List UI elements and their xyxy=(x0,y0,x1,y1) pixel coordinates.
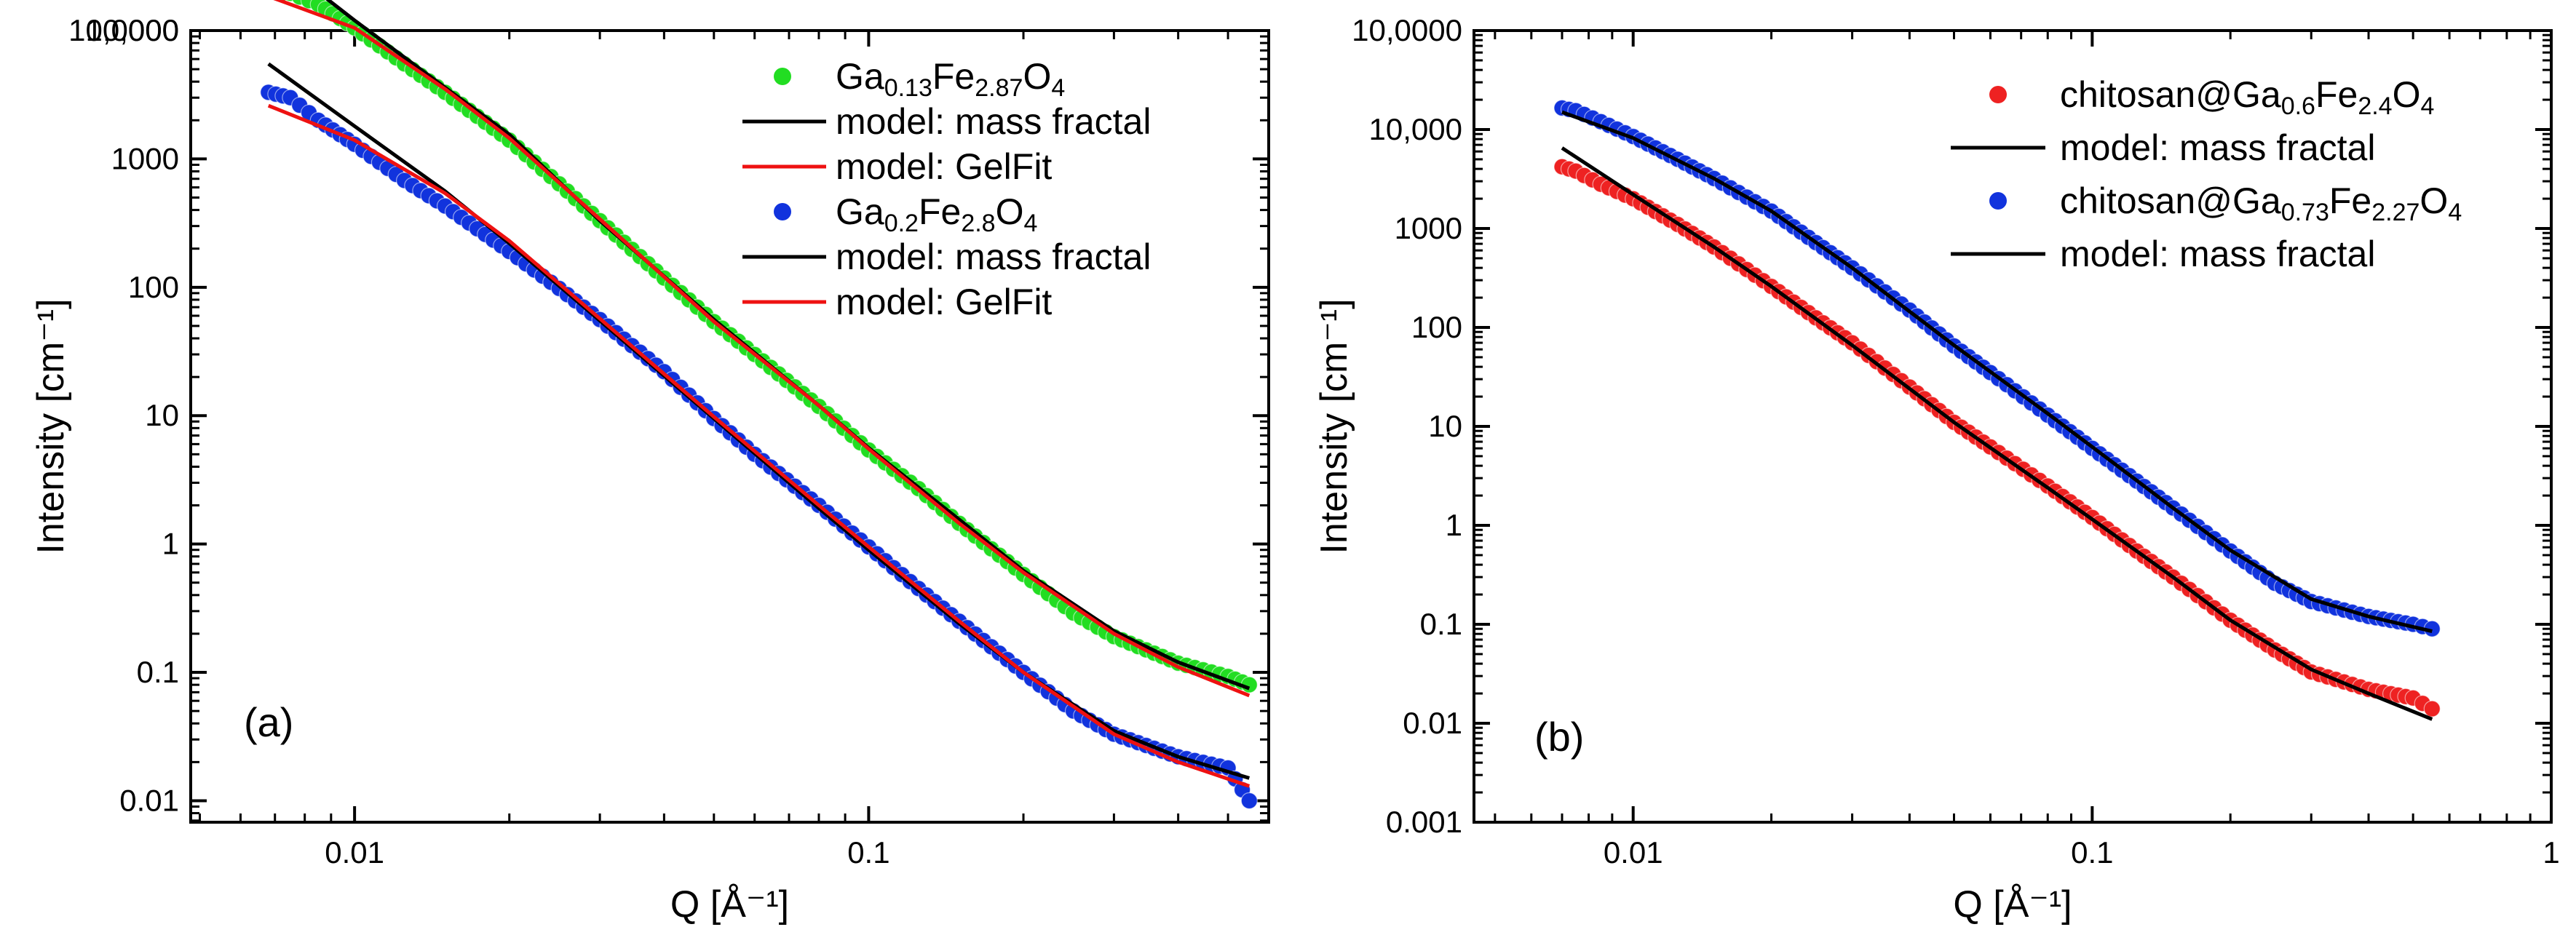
x-axis-title: Q [Å⁻¹] xyxy=(670,883,789,926)
y-axis-title: Intensity [cm⁻¹] xyxy=(1313,298,1355,554)
y-tick-label: 100 xyxy=(128,270,179,304)
legend-subscript: 4 xyxy=(2448,199,2462,226)
x-tick-label: 0.1 xyxy=(2071,835,2113,870)
series-1 xyxy=(1561,146,2433,721)
legend-text-part: O xyxy=(1023,56,1051,97)
legend-label: model: mass fractal xyxy=(2060,127,2375,168)
y-tick-label: 10 xyxy=(145,398,179,432)
series-2 xyxy=(273,0,1251,698)
legend-label: chitosan@Ga0.6Fe2.4O4 xyxy=(2060,74,2434,120)
legend-text-part: O xyxy=(996,191,1024,232)
legend-subscript: 2.27 xyxy=(2371,199,2420,226)
model-line xyxy=(267,103,1251,788)
panel-label: (a) xyxy=(244,699,293,745)
legend-entry: model: GelFit xyxy=(742,282,1052,322)
legend-entry: chitosan@Ga0.6Fe2.4O4 xyxy=(1989,74,2434,120)
series-2 xyxy=(1553,99,2441,637)
x-tick-label: 0.01 xyxy=(1604,835,1663,870)
legend-subscript: 0.13 xyxy=(884,74,932,102)
x-tick-label: 0.1 xyxy=(847,835,889,870)
y-tick-label: 0.01 xyxy=(1403,706,1462,740)
series-5 xyxy=(267,103,1251,788)
legend-subscript: 2.87 xyxy=(975,74,1023,102)
y-tick-label: 1000 xyxy=(111,141,179,175)
legend-marker-swatch xyxy=(1989,86,2007,103)
legend-label: model: GelFit xyxy=(836,146,1052,187)
legend-subscript: 0.73 xyxy=(2281,199,2329,226)
legend-entry: model: mass fractal xyxy=(1951,234,2375,274)
legend-text-part: O xyxy=(2393,74,2421,115)
legend-label: chitosan@Ga0.73Fe2.27O4 xyxy=(2060,180,2462,226)
legend-subscript: 2.4 xyxy=(2358,92,2392,120)
model-line xyxy=(1561,146,2433,721)
legend-label: Ga0.2Fe2.8O4 xyxy=(836,191,1037,237)
legend-label: Ga0.13Fe2.87O4 xyxy=(836,56,1065,102)
legend-entry: model: mass fractal xyxy=(742,101,1151,142)
legend-text-part: Fe xyxy=(919,191,961,232)
y-tick-label: 0.01 xyxy=(119,783,179,817)
legend-entry: Ga0.13Fe2.87O4 xyxy=(774,56,1065,102)
legend-marker-swatch xyxy=(774,203,791,220)
legend-entry: model: mass fractal xyxy=(1951,127,2375,168)
legend-entry: model: mass fractal xyxy=(742,236,1151,277)
legend-text-part: chitosan@Ga xyxy=(2060,74,2281,115)
legend-text-part: O xyxy=(2420,180,2448,221)
y-tick-label: 10,000 xyxy=(1369,112,1462,146)
y-tick-label: 0.1 xyxy=(1420,607,1462,641)
legend-subscript: 4 xyxy=(2420,92,2434,120)
plot-frame xyxy=(189,29,1270,824)
y-tick-label: 10,0000 xyxy=(68,13,179,47)
legend-subscript: 4 xyxy=(1051,74,1065,102)
legend-text-part: Ga xyxy=(836,191,884,232)
legend-label: model: mass fractal xyxy=(836,101,1151,142)
series-3 xyxy=(260,84,1258,810)
data-point xyxy=(2423,700,2441,717)
legend-subscript: 2.8 xyxy=(961,210,995,237)
y-tick-label: 0.001 xyxy=(1386,805,1462,839)
y-tick-label: 10,0000 xyxy=(1352,13,1462,47)
model-line xyxy=(273,0,1251,698)
series-4 xyxy=(267,62,1251,780)
y-tick-label: 0.1 xyxy=(137,655,179,689)
legend-text-part: Fe xyxy=(2315,74,2358,115)
y-tick-label: 1 xyxy=(162,527,179,561)
legend-label: model: GelFit xyxy=(836,282,1052,322)
y-tick-label: 100 xyxy=(1411,310,1462,344)
x-tick-label: 0.01 xyxy=(325,835,384,870)
legend-entry: chitosan@Ga0.73Fe2.27O4 xyxy=(1989,180,2462,226)
legend-subscript: 0.2 xyxy=(884,210,919,237)
y-tick-label: 1 xyxy=(1446,508,1462,542)
legend-entry: Ga0.2Fe2.8O4 xyxy=(774,191,1037,237)
legend-label: model: mass fractal xyxy=(2060,234,2375,274)
legend-entry: model: GelFit xyxy=(742,146,1052,187)
legend-marker-swatch xyxy=(1989,192,2007,210)
y-tick-label: 1000 xyxy=(1395,211,1462,245)
panel-label: (b) xyxy=(1534,714,1584,760)
y-axis-title: Intensity [cm⁻¹] xyxy=(30,298,72,554)
x-axis-title: Q [Å⁻¹] xyxy=(1953,883,2072,926)
legend-subscript: 4 xyxy=(1024,210,1038,237)
x-tick-label: 1 xyxy=(2543,835,2559,870)
legend-text-part: Ga xyxy=(836,56,884,97)
series-3 xyxy=(1561,110,2433,634)
legend-label: model: mass fractal xyxy=(836,236,1151,277)
legend-text-part: chitosan@Ga xyxy=(2060,180,2281,221)
panel-b: 0.01 0.1 1 0.001 0.01 0.1 1 10 100 1000 10,000 10,0… xyxy=(1313,13,2560,926)
y-tick-label: 10 xyxy=(1428,409,1462,443)
legend-text-part: Fe xyxy=(932,56,975,97)
legend-subscript: 0.6 xyxy=(2281,92,2315,120)
y-tick-label: 10,000 xyxy=(86,13,179,47)
legend-text-part: Fe xyxy=(2329,180,2371,221)
model-line xyxy=(267,62,1251,780)
legend-marker-swatch xyxy=(774,68,791,85)
model-line xyxy=(1561,110,2433,634)
data-point xyxy=(1240,792,1258,810)
